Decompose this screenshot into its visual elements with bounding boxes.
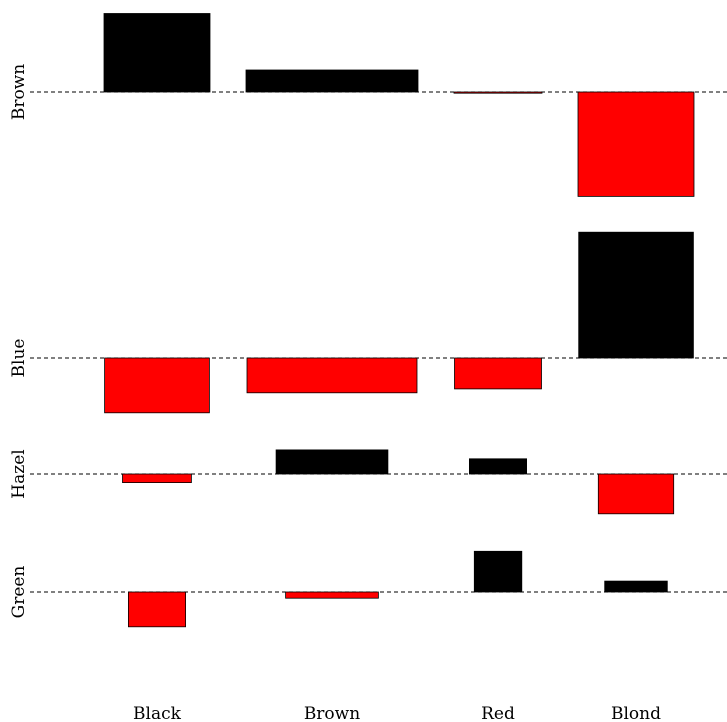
row-label-blue: Blue bbox=[9, 339, 29, 378]
bar-brown-blond bbox=[577, 91, 695, 197]
row-label-green: Green bbox=[9, 566, 29, 619]
column-label-brown: Brown bbox=[304, 704, 360, 722]
row-label-brown: Brown bbox=[9, 64, 29, 120]
column-labels: Black Brown Red Blond bbox=[133, 704, 661, 722]
bar-hazel-blond bbox=[597, 473, 675, 515]
bar-blue-red bbox=[454, 357, 542, 390]
bar-hazel-black bbox=[122, 473, 192, 484]
bar-brown-black bbox=[103, 13, 211, 93]
residual-bars bbox=[103, 13, 695, 628]
row-label-hazel: Hazel bbox=[9, 449, 29, 498]
bar-hazel-red bbox=[468, 458, 527, 475]
bar-green-blond bbox=[604, 580, 668, 593]
bar-hazel-brown bbox=[275, 449, 389, 475]
column-label-red: Red bbox=[481, 704, 515, 722]
column-label-blond: Blond bbox=[611, 704, 661, 722]
bar-blue-black bbox=[104, 357, 210, 414]
row-labels: Brown Blue Hazel Green bbox=[9, 64, 29, 619]
bar-brown-red bbox=[453, 91, 543, 94]
column-label-black: Black bbox=[133, 704, 182, 722]
bar-blue-blond bbox=[578, 231, 694, 359]
bar-blue-brown bbox=[246, 357, 418, 394]
bar-green-red bbox=[473, 550, 523, 593]
bar-green-black bbox=[127, 591, 186, 628]
bar-green-brown bbox=[285, 591, 379, 599]
bar-brown-brown bbox=[245, 69, 419, 93]
